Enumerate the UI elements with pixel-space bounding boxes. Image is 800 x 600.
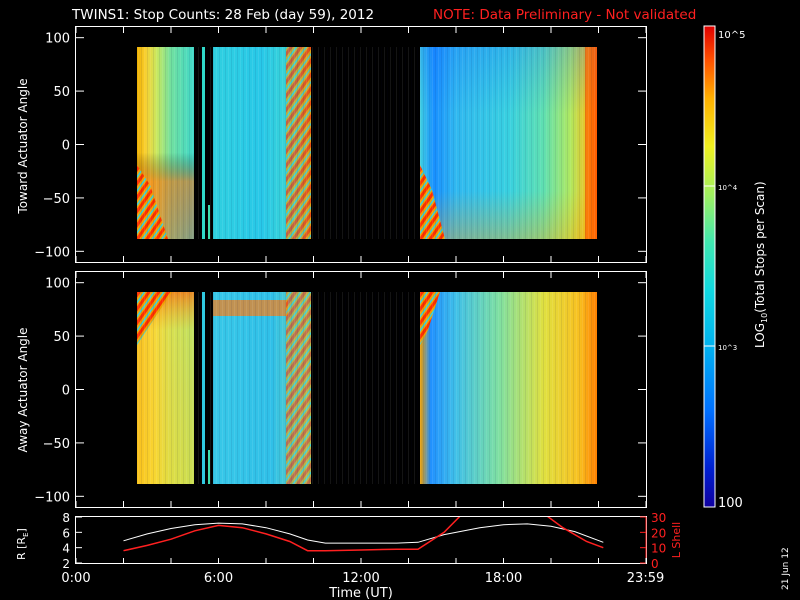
toward-heatmap-stripes xyxy=(137,47,597,239)
toward-narrow-strip-b xyxy=(208,205,210,239)
time-xtick-label: 12:00 xyxy=(342,571,379,586)
colorbar-top-label: 10^5 xyxy=(718,30,745,41)
toward-ytick-label: 0 xyxy=(62,139,70,154)
r-ylabel: R [RE] xyxy=(15,528,30,560)
away-ytick-label: −100 xyxy=(34,490,70,505)
time-xtick-label: 23:59 xyxy=(627,571,664,586)
r-ylabel-main: R [R xyxy=(15,537,28,560)
time-xtick-label: 18:00 xyxy=(485,571,522,586)
away-narrow-strip-a xyxy=(202,292,205,484)
colorbar-bottom-label: 100 xyxy=(718,496,743,511)
time-xtick-label: 6:00 xyxy=(204,571,233,586)
toward-panel xyxy=(75,26,647,263)
away-ylabel: Away Actuator Angle xyxy=(16,327,30,452)
lshell-ytick-label: 0 xyxy=(651,557,659,571)
colorbar-label-subscript: 10 xyxy=(760,313,769,323)
chart-title: TWINS1: Stop Counts: 28 Feb (day 59), 20… xyxy=(71,7,374,23)
away-narrow-strip-b xyxy=(208,450,210,484)
toward-ytick-label: −50 xyxy=(43,192,70,207)
orbit-panel-frame xyxy=(75,516,647,564)
toward-ytick-label: 50 xyxy=(53,85,70,100)
away-panel-frame xyxy=(75,271,647,508)
r-distance-line xyxy=(123,522,604,544)
lshell-line xyxy=(123,517,604,552)
toward-ytick-label: 100 xyxy=(45,32,70,47)
colorbar-mid-label: 10^4 xyxy=(718,184,738,192)
colorbar-label-log: LOG xyxy=(753,323,767,348)
colorbar: 10^5 10^4 10^3 100 LOG10(Total Stops per… xyxy=(703,25,769,511)
r-ytick-label: 6 xyxy=(62,526,70,540)
time-xtick-label: 0:00 xyxy=(61,571,90,586)
away-heatmap-stripes xyxy=(137,292,597,484)
away-ytick-label: −50 xyxy=(43,437,70,452)
r-ylabel-close: ] xyxy=(15,528,28,532)
side-date: 21 Jun 12 xyxy=(781,547,791,590)
r-ylabel-subscript: E xyxy=(22,532,30,536)
r-ytick-label: 8 xyxy=(62,511,70,525)
colorbar-label-rest: (Total Stops per Scan) xyxy=(753,181,767,312)
away-panel xyxy=(75,271,647,508)
toward-ylabel: Toward Actuator Angle xyxy=(16,78,30,214)
away-ytick-label: 100 xyxy=(45,277,70,292)
lshell-ylabel: L Shell xyxy=(670,522,683,558)
away-ytick-label: 50 xyxy=(53,330,70,345)
toward-ytick-label: −100 xyxy=(34,245,70,260)
lshell-ytick-label: 30 xyxy=(651,511,666,525)
colorbar-low-label: 10^3 xyxy=(718,344,737,352)
lshell-ytick-label: 20 xyxy=(651,526,666,540)
preliminary-note: NOTE: Data Preliminary - Not validated xyxy=(433,7,696,23)
colorbar-axis-label: LOG10(Total Stops per Scan) xyxy=(753,181,769,348)
toward-panel-frame xyxy=(75,26,647,263)
r-ytick-label: 4 xyxy=(62,542,70,556)
time-xlabel: Time (UT) xyxy=(328,586,393,600)
away-ytick-label: 0 xyxy=(62,384,70,399)
colorbar-scale xyxy=(703,25,716,508)
lshell-ytick-label: 10 xyxy=(651,542,666,556)
toward-narrow-strip-a xyxy=(202,47,205,239)
r-ytick-label: 2 xyxy=(62,557,70,571)
